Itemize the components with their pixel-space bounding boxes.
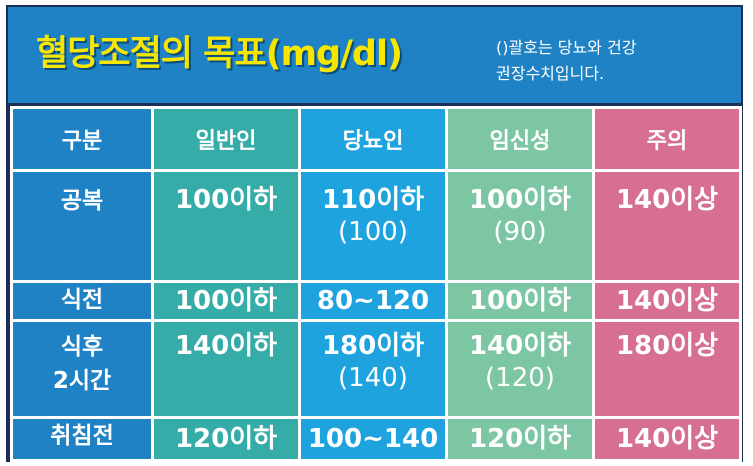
cell-bedtime-diabetes: 100~140 — [301, 419, 445, 459]
column-header-category: 구분 — [13, 109, 151, 169]
column-header-diabetes: 당뇨인 — [301, 109, 445, 169]
cell-fasting-diabetes: 110이하 (100) — [301, 172, 445, 280]
cell-fasting-pregnant: 100이하 (90) — [448, 172, 592, 280]
cell-before-meal-diabetes: 80~120 — [301, 283, 445, 319]
header-note: ()괄호는 당뇨와 건강 권장수치입니다. — [496, 35, 636, 87]
cell-after-meal-diabetes: 180이하 (140) — [301, 322, 445, 416]
cell-recommended-value: (120) — [485, 363, 555, 393]
note-line-2: 권장수치입니다. — [496, 64, 605, 83]
cell-bedtime-general: 120이하 — [154, 419, 298, 459]
page-title: 혈당조절의 목표(mg/dl) — [36, 34, 403, 74]
cell-after-meal-general: 140이하 — [154, 322, 298, 416]
cell-recommended-value: (140) — [338, 363, 408, 393]
cell-bedtime-pregnant: 120이하 — [448, 419, 592, 459]
table-row: 식후 2시간 140이하 180이하 (140) 140이하 (120) 180… — [13, 322, 739, 416]
cell-before-meal-caution: 140이상 — [595, 283, 739, 319]
cell-after-meal-caution: 180이상 — [595, 322, 739, 416]
cell-value: 180이하 — [321, 331, 425, 361]
cell-fasting-general: 100이하 — [154, 172, 298, 280]
cell-value: 140이하 — [468, 331, 572, 361]
row-label-bedtime: 취침전 — [13, 419, 151, 459]
cell-bedtime-caution: 140이상 — [595, 419, 739, 459]
cell-value: 110이하 — [321, 185, 425, 215]
row-label-line-1: 식후 — [60, 334, 104, 360]
row-label-fasting: 공복 — [13, 172, 151, 280]
column-header-general: 일반인 — [154, 109, 298, 169]
table-row: 식전 100이하 80~120 100이하 140이상 — [13, 283, 739, 319]
cell-value: 100이하 — [468, 185, 572, 215]
table-header-row: 구분 일반인 당뇨인 임신성 주의 — [13, 109, 739, 169]
cell-recommended-value: (100) — [338, 217, 408, 247]
row-label-line-2: 2시간 — [52, 368, 112, 394]
cell-after-meal-pregnant: 140이하 (120) — [448, 322, 592, 416]
cell-recommended-value: (90) — [493, 217, 547, 247]
column-header-caution: 주의 — [595, 109, 739, 169]
table-row: 공복 100이하 110이하 (100) 100이하 (90) 140이상 — [13, 172, 739, 280]
header-banner: 혈당조절의 목표(mg/dl) ()괄호는 당뇨와 건강 권장수치입니다. — [8, 7, 741, 103]
cell-fasting-caution: 140이상 — [595, 172, 739, 280]
note-line-1: ()괄호는 당뇨와 건강 — [496, 38, 637, 57]
table-row: 취침전 120이하 100~140 120이하 140이상 — [13, 419, 739, 459]
cell-before-meal-general: 100이하 — [154, 283, 298, 319]
row-label-before-meal: 식전 — [13, 283, 151, 319]
blood-sugar-table: 구분 일반인 당뇨인 임신성 주의 공복 100이하 110이하 (100) 1… — [10, 106, 742, 462]
row-label-after-meal: 식후 2시간 — [13, 322, 151, 416]
column-header-pregnant: 임신성 — [448, 109, 592, 169]
cell-before-meal-pregnant: 100이하 — [448, 283, 592, 319]
